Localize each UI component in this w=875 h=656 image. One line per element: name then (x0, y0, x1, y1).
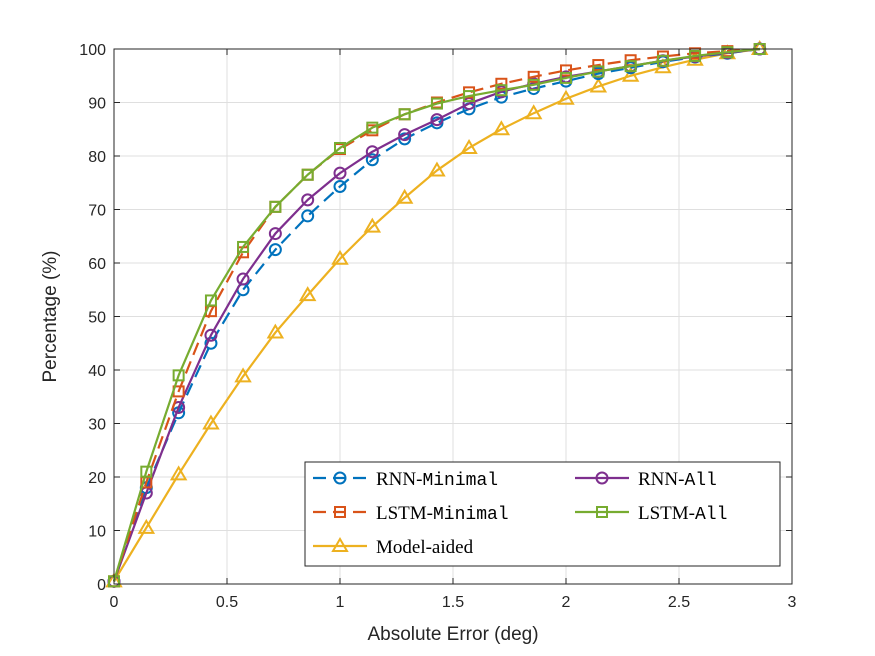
legend-entry: LSTM-Minimal (313, 503, 509, 525)
triangle-marker (298, 286, 317, 302)
x-tick-label: 2.5 (668, 594, 690, 611)
x-axis-label: Absolute Error (deg) (367, 624, 538, 645)
x-tick-label: 1.5 (442, 594, 464, 611)
legend-label: RNN-All (638, 469, 717, 491)
triangle-marker (169, 465, 188, 481)
square-marker (624, 60, 637, 73)
series-group (105, 40, 769, 588)
legend-box (304, 461, 781, 567)
legend-label: LSTM-All (638, 503, 727, 525)
y-axis-label: Percentage (%) (40, 250, 61, 382)
square-marker (398, 108, 411, 121)
circle-marker (333, 179, 347, 193)
x-tick-label: 1 (336, 594, 345, 611)
y-tick-label: 20 (88, 470, 106, 487)
y-tick-label: 60 (88, 256, 106, 273)
square-marker (430, 97, 443, 110)
square-marker (269, 200, 282, 213)
x-tick-label: 0 (110, 594, 119, 611)
x-tick-label: 0.5 (216, 594, 238, 611)
circle-marker (430, 113, 444, 127)
series-line (112, 47, 760, 582)
square-marker (527, 78, 540, 91)
triangle-marker (428, 161, 446, 177)
legend-entry: Model-aided (313, 537, 474, 558)
square-marker (656, 54, 669, 67)
legend: RNN-Minimal RNN-All LSTM-Minimal LSTM-All Mo… (304, 461, 781, 567)
circle-marker (236, 272, 250, 286)
y-tick-label: 50 (88, 310, 106, 327)
triangle-marker (492, 120, 511, 136)
y-tick-label: 40 (88, 363, 106, 380)
circle-marker (365, 145, 379, 159)
circle-marker (268, 227, 282, 241)
square-marker (172, 369, 185, 382)
x-tick-label: 2 (562, 594, 571, 611)
y-tick-label: 100 (79, 42, 106, 59)
square-marker (237, 240, 250, 253)
triangle-marker (266, 323, 285, 339)
triangle-marker (460, 138, 478, 154)
series-line (113, 47, 760, 582)
triangle-marker (234, 367, 252, 383)
square-marker (592, 65, 605, 78)
triangle-marker (621, 66, 640, 82)
triangle-marker (557, 89, 575, 105)
triangle-marker (524, 104, 543, 120)
square-marker-legend (334, 506, 346, 518)
y-tick-label: 80 (88, 149, 106, 166)
triangle-marker (331, 249, 349, 265)
square-marker-legend (596, 506, 608, 518)
circle-marker (398, 132, 412, 146)
square-marker (204, 294, 217, 307)
legend-entry: LSTM-All (575, 503, 727, 525)
circle-marker (333, 166, 347, 180)
y-tick-label: 70 (88, 203, 106, 220)
triangle-marker (202, 414, 220, 430)
legend-label: RNN-Minimal (376, 469, 498, 491)
circle-marker (365, 153, 379, 167)
triangle-marker (395, 188, 414, 204)
circle-marker-legend (333, 471, 347, 485)
square-marker (495, 84, 508, 97)
circle-marker-legend (595, 471, 609, 485)
triangle-marker (363, 217, 382, 233)
y-tick-label: 10 (88, 524, 106, 541)
square-marker (560, 71, 572, 84)
square-marker (495, 77, 508, 90)
triangle-marker-legend (331, 537, 349, 552)
legend-entry: RNN-Minimal (313, 469, 498, 491)
square-marker (527, 70, 540, 83)
y-tick-label: 90 (88, 96, 106, 113)
square-marker (366, 121, 379, 134)
square-marker (463, 90, 476, 103)
series-lstm-all (108, 43, 766, 588)
legend-entry: RNN-All (575, 469, 717, 491)
square-marker (140, 465, 153, 478)
square-marker (721, 46, 734, 59)
y-tick-label: 0 (97, 577, 106, 594)
y-tick-label: 30 (88, 417, 106, 434)
square-marker (301, 168, 314, 181)
series-line (112, 47, 760, 582)
circle-marker (301, 193, 315, 207)
circle-marker (268, 243, 282, 257)
legend-label: LSTM-Minimal (376, 503, 509, 525)
square-marker (334, 141, 346, 154)
circle-marker (398, 128, 412, 142)
square-marker (689, 49, 702, 62)
square-marker (560, 64, 572, 77)
circle-marker (204, 328, 218, 342)
square-marker (592, 59, 605, 72)
x-tick-label: 3 (788, 594, 797, 611)
circle-marker (301, 209, 315, 223)
triangle-marker (589, 77, 608, 93)
legend-label: Model-aided (376, 537, 474, 558)
triangle-marker (137, 518, 156, 534)
